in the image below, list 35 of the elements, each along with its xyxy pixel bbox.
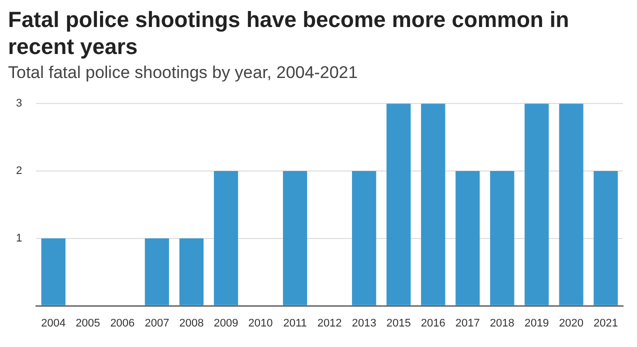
bar xyxy=(559,104,584,306)
x-tick-label: 2018 xyxy=(490,317,514,330)
bar xyxy=(490,171,514,306)
x-tick-label: 2019 xyxy=(524,317,549,330)
bar xyxy=(386,104,411,306)
y-tick-label: 1 xyxy=(16,232,22,244)
bar xyxy=(352,171,376,306)
bar xyxy=(421,104,446,306)
x-tick-label: 2004 xyxy=(41,317,66,330)
x-tick-label: 2006 xyxy=(110,317,135,330)
x-tick-label: 2010 xyxy=(248,317,273,330)
x-tick-label: 2015 xyxy=(386,317,411,330)
bar xyxy=(594,171,618,306)
x-tick-label: 2012 xyxy=(317,317,342,330)
x-tick-label: 2007 xyxy=(144,317,170,330)
bar xyxy=(144,238,170,306)
bar xyxy=(41,238,66,306)
bar xyxy=(456,171,480,306)
y-tick-label: 2 xyxy=(16,165,22,178)
x-tick-label: 2017 xyxy=(455,317,480,330)
x-tick-label: 2011 xyxy=(283,317,307,330)
x-tick-label: 2013 xyxy=(352,317,376,330)
bar xyxy=(214,171,238,306)
x-tick-label: 2020 xyxy=(558,317,584,330)
x-tick-label: 2005 xyxy=(76,317,100,330)
x-tick-label: 2021 xyxy=(593,317,618,330)
x-tick-label: 2008 xyxy=(179,317,204,330)
x-tick-label: 2016 xyxy=(420,317,446,330)
bar xyxy=(282,171,308,306)
bar xyxy=(179,238,204,306)
chart-subtitle: Total fatal police shootings by year, 2004-2021 xyxy=(8,63,359,83)
bar xyxy=(524,104,549,306)
y-tick-label: 3 xyxy=(16,98,22,110)
x-tick-label: 2009 xyxy=(214,317,238,330)
chart-title: Fatal police shootings have become more common in recent years xyxy=(8,6,570,60)
